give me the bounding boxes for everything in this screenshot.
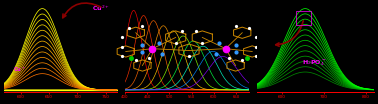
Bar [296, 11, 311, 25]
Text: Cu$^+$: Cu$^+$ [13, 65, 26, 74]
Text: Cu$^{2+}$: Cu$^{2+}$ [92, 4, 110, 13]
Text: H$_2$PO$_4^-$: H$_2$PO$_4^-$ [302, 59, 326, 68]
